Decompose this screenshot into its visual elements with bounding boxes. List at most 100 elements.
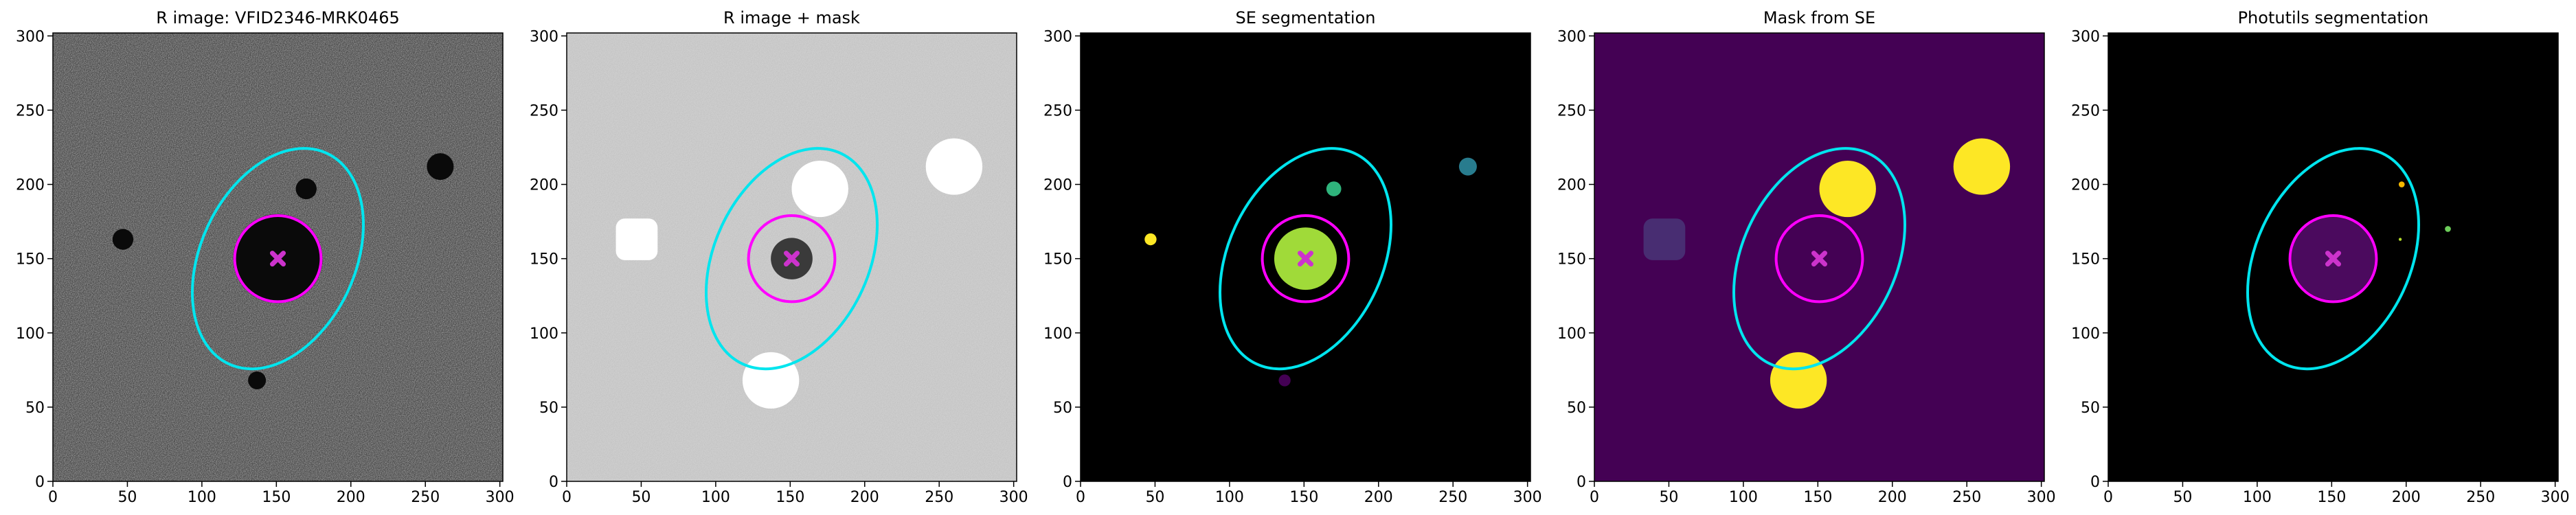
circle-aperture xyxy=(233,214,323,304)
region xyxy=(2445,226,2451,232)
y-tick-label: 200 xyxy=(16,177,45,194)
y-tick-label: 150 xyxy=(2071,251,2100,268)
panel: 0 50 100 150 200 250 300 0 50 100 150 200 250 300 Mask… xyxy=(1557,8,2056,506)
x-tick-label: 0 xyxy=(1590,489,1599,506)
circle-aperture xyxy=(1774,214,1864,304)
y-tick-label: 150 xyxy=(1043,251,1072,268)
x-tick-label: 150 xyxy=(1289,489,1318,506)
region xyxy=(112,229,134,250)
y-tick-label: 50 xyxy=(1567,400,1586,417)
center-marker xyxy=(1811,251,1827,267)
y-tick-label: 0 xyxy=(35,474,45,491)
circle-aperture xyxy=(2288,214,2378,304)
region xyxy=(742,352,800,409)
panel-title: R image + mask xyxy=(723,8,860,27)
y-tick-label: 200 xyxy=(2071,177,2100,194)
y-tick-label: 250 xyxy=(1043,102,1072,119)
y-tick-label: 100 xyxy=(2071,325,2100,343)
x-tick-label: 100 xyxy=(2243,489,2272,506)
y-tick-label: 150 xyxy=(16,251,45,268)
panel-title: Mask from SE xyxy=(1763,8,1875,27)
region xyxy=(791,160,848,218)
axes-frame xyxy=(52,32,504,482)
y-tick-label: 250 xyxy=(1557,102,1586,119)
x-tick-label: 100 xyxy=(188,489,216,506)
y-tick-label: 50 xyxy=(1053,400,1072,417)
panel-title: Photutils segmentation xyxy=(2238,8,2429,27)
panel-title: SE segmentation xyxy=(1236,8,1376,27)
y-tick-label: 0 xyxy=(549,474,558,491)
image xyxy=(2108,33,2558,481)
region xyxy=(248,371,267,389)
x-tick-label: 150 xyxy=(776,489,804,506)
x-tick-label: 250 xyxy=(1438,489,1467,506)
image xyxy=(1594,33,2044,481)
y-tick-label: 150 xyxy=(1557,251,1586,268)
x-tick-label: 0 xyxy=(1076,489,1085,506)
x-tick-label: 0 xyxy=(2103,489,2113,506)
ellipse-aperture xyxy=(705,147,879,371)
axes-frame xyxy=(1594,32,2045,482)
y-tick-label: 300 xyxy=(1043,28,1072,45)
x-tick-label: 50 xyxy=(117,489,137,506)
y-tick-label: 300 xyxy=(1557,28,1586,45)
center-marker xyxy=(1298,251,1313,267)
panel: 0 50 100 150 200 250 300 0 50 100 150 200 250 300 SE s… xyxy=(1043,8,1542,506)
panel: 0 50 100 150 200 250 300 0 50 100 150 200 250 300 Phot… xyxy=(2071,8,2570,506)
x-tick-label: 300 xyxy=(2541,489,2570,506)
x-tick-label: 150 xyxy=(1803,489,1832,506)
region xyxy=(1770,352,1827,409)
y-tick-label: 300 xyxy=(2071,28,2100,45)
region xyxy=(1278,374,1291,387)
y-tick-label: 50 xyxy=(539,400,558,417)
x-tick-label: 300 xyxy=(999,489,1028,506)
region xyxy=(2398,238,2402,241)
y-tick-label: 150 xyxy=(530,251,558,268)
x-tick-label: 250 xyxy=(1952,489,1981,506)
x-tick-label: 300 xyxy=(1513,489,1542,506)
circle-aperture xyxy=(747,214,837,304)
axes-frame xyxy=(2108,32,2559,482)
region xyxy=(2398,181,2405,187)
y-tick-label: 100 xyxy=(16,325,45,343)
y-tick-label: 50 xyxy=(2081,400,2100,417)
y-tick-label: 200 xyxy=(1043,177,1072,194)
region xyxy=(615,218,658,260)
x-tick-label: 150 xyxy=(2317,489,2346,506)
y-tick-label: 50 xyxy=(25,400,45,417)
x-tick-label: 100 xyxy=(1215,489,1244,506)
region xyxy=(1819,160,1876,218)
x-tick-label: 300 xyxy=(2027,489,2056,506)
y-tick-label: 200 xyxy=(530,177,558,194)
y-tick-label: 100 xyxy=(530,325,558,343)
x-tick-label: 200 xyxy=(850,489,879,506)
x-tick-label: 200 xyxy=(1364,489,1393,506)
x-tick-label: 250 xyxy=(2466,489,2495,506)
x-tick-label: 0 xyxy=(48,489,58,506)
y-tick-label: 100 xyxy=(1557,325,1586,343)
x-tick-label: 300 xyxy=(486,489,515,506)
y-tick-label: 300 xyxy=(530,28,558,45)
ellipse-aperture xyxy=(1732,147,1906,371)
panel: 0 50 100 150 200 250 300 0 50 100 150 200 250 300 R im… xyxy=(16,8,515,506)
region xyxy=(1643,218,1686,260)
ellipse-aperture xyxy=(191,147,365,371)
y-tick-label: 0 xyxy=(2090,474,2100,491)
axes-frame xyxy=(566,32,1017,482)
region xyxy=(427,153,454,181)
y-tick-label: 100 xyxy=(1043,325,1072,343)
image xyxy=(1081,33,1530,481)
circle-aperture xyxy=(1261,214,1351,304)
x-tick-label: 50 xyxy=(1659,489,1678,506)
y-tick-label: 250 xyxy=(2071,102,2100,119)
x-tick-label: 100 xyxy=(1729,489,1758,506)
x-tick-label: 200 xyxy=(337,489,365,506)
x-tick-label: 150 xyxy=(262,489,291,506)
panel-title: R image: VFID2346-MRK0465 xyxy=(156,8,400,27)
x-tick-label: 100 xyxy=(701,489,730,506)
image xyxy=(53,33,503,481)
x-tick-label: 0 xyxy=(562,489,572,506)
ellipse-aperture xyxy=(2246,147,2420,371)
x-tick-label: 50 xyxy=(1145,489,1164,506)
